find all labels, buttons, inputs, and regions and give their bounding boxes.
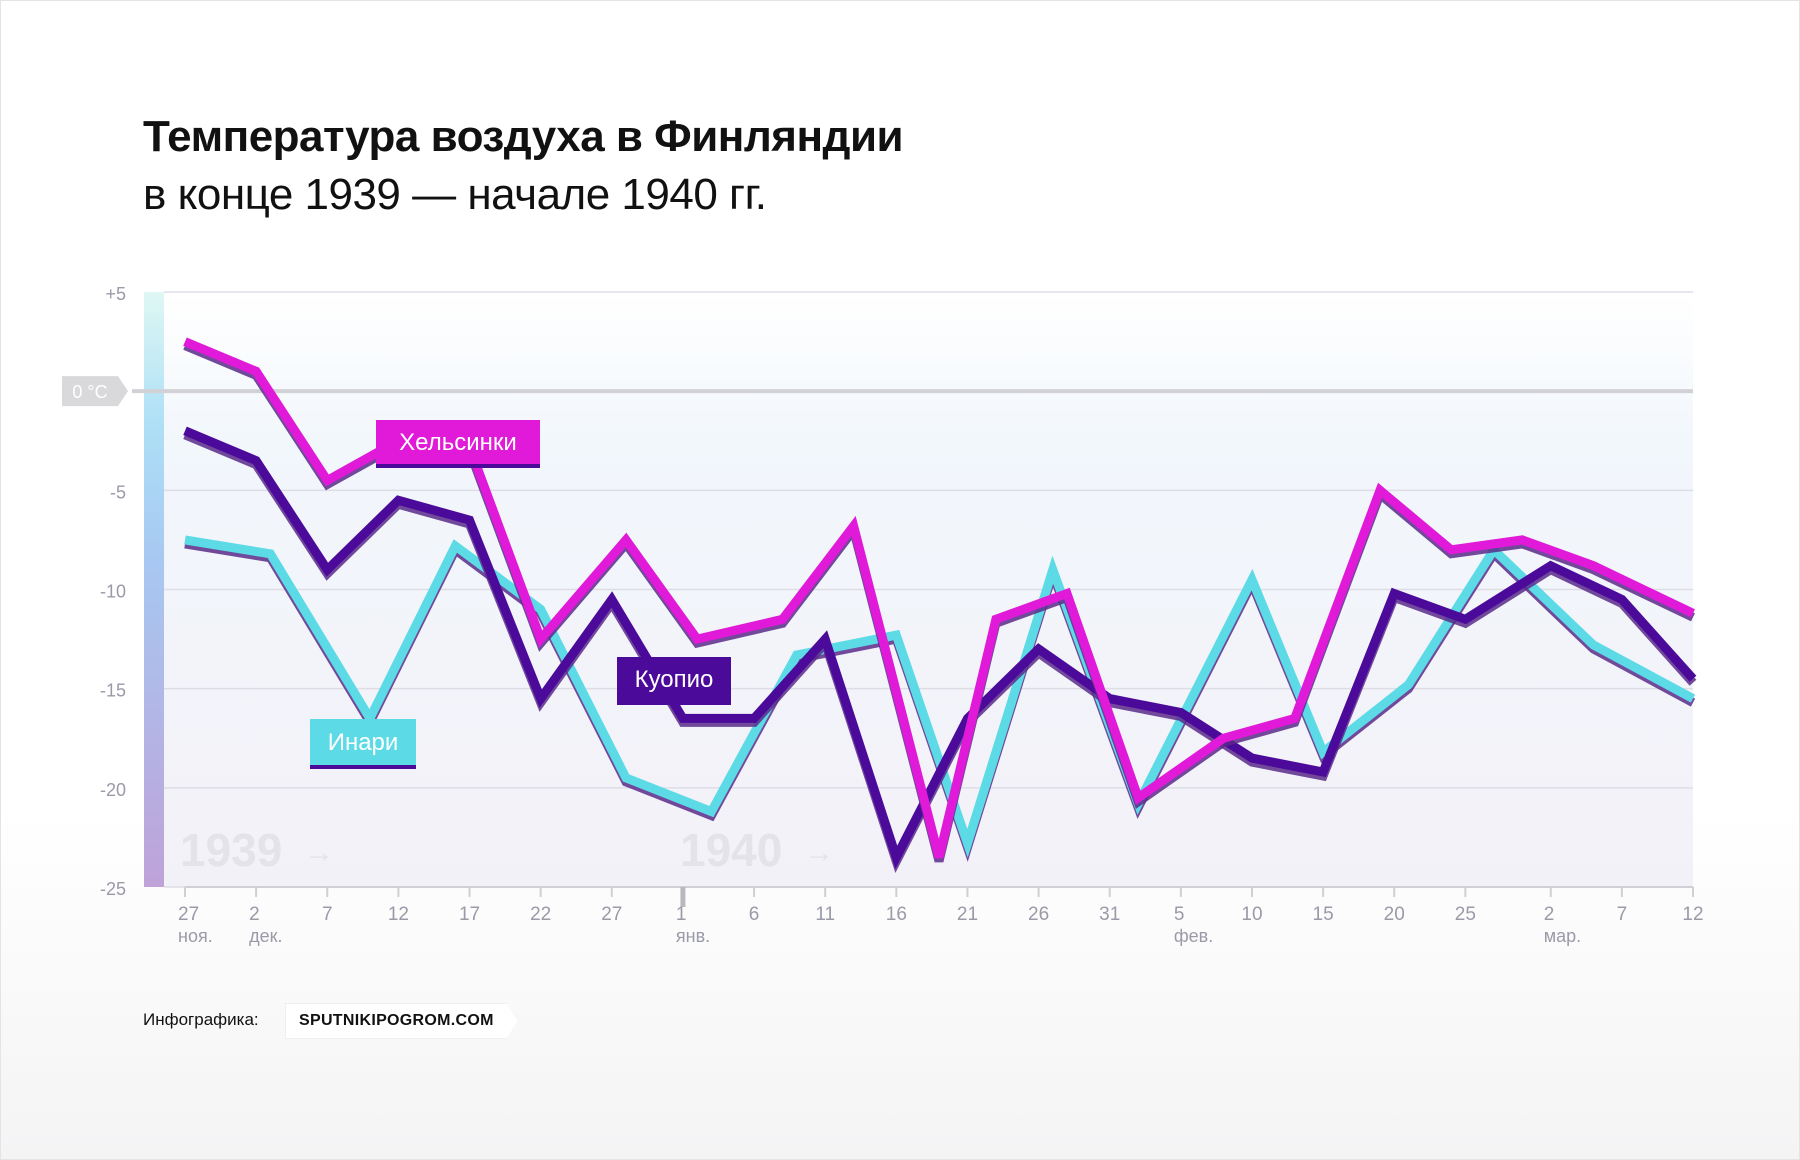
chart-title: Температура воздуха в Финляндии xyxy=(143,112,904,161)
x-tick-label: 12 xyxy=(388,904,409,925)
year-arrow: → xyxy=(304,836,334,869)
x-tick-label: 7 xyxy=(1617,904,1628,925)
x-tick-label: 6 xyxy=(749,904,760,925)
series-label-box xyxy=(376,420,540,464)
x-tick-month-label: дек. xyxy=(249,926,282,946)
x-tick-label: 15 xyxy=(1313,904,1334,925)
x-tick-label: 22 xyxy=(530,904,551,925)
series-line xyxy=(184,535,1696,858)
zero-label-tag xyxy=(62,376,128,407)
footer-label: Инфографика: xyxy=(143,1010,259,1029)
x-tick-label: 2 xyxy=(1544,904,1555,925)
y-tick-label: -10 xyxy=(100,582,126,602)
x-tick-label: 27 xyxy=(178,904,199,925)
series-label: Куопио xyxy=(635,666,714,693)
x-tick-label: 21 xyxy=(957,904,978,925)
x-tick-month-label: мар. xyxy=(1544,926,1581,946)
x-tick-label: 1 xyxy=(676,904,687,925)
x-tick-month-label: ноя. xyxy=(178,926,213,946)
x-tick-label: 20 xyxy=(1384,904,1405,925)
y-tick-label: +5 xyxy=(105,284,126,304)
x-tick-label: 27 xyxy=(601,904,622,925)
y-tick-label: -5 xyxy=(110,482,126,502)
year-watermark: 1940 xyxy=(680,824,782,876)
x-tick-label: 10 xyxy=(1241,904,1262,925)
source-link[interactable]: SPUTNIKIPOGROM.COM xyxy=(285,1003,518,1039)
x-tick-label: 11 xyxy=(815,904,835,925)
x-tick-label: 7 xyxy=(322,904,333,925)
year-watermark: 1939 xyxy=(180,824,282,876)
x-tick-label: 16 xyxy=(886,904,907,925)
y-tick-label: -20 xyxy=(100,780,126,800)
y-tick-label: -15 xyxy=(100,681,126,701)
x-tick-month-label: янв. xyxy=(676,926,710,946)
x-tick-label: 5 xyxy=(1174,904,1185,925)
x-tick-label: 25 xyxy=(1455,904,1476,925)
year-arrow: → xyxy=(804,836,834,869)
x-tick-month-label: фев. xyxy=(1174,926,1213,946)
series-label: Инари xyxy=(328,729,399,756)
series-label: Хельсинки xyxy=(399,429,517,456)
series-label-box xyxy=(617,657,731,701)
series-line xyxy=(183,426,1697,869)
temperature-scale-bar xyxy=(144,292,164,887)
series-label-box xyxy=(310,719,416,765)
zero-label: 0 °C xyxy=(72,382,107,402)
x-tick-label: 2 xyxy=(249,904,260,925)
y-tick-label: -25 xyxy=(100,879,126,899)
x-tick-label: 17 xyxy=(459,904,480,925)
x-tick-label: 31 xyxy=(1099,904,1120,925)
chart-subtitle: в конце 1939 — начале 1940 гг. xyxy=(143,170,767,219)
x-tick-label: 26 xyxy=(1028,904,1049,925)
x-tick-label: 12 xyxy=(1682,904,1703,925)
